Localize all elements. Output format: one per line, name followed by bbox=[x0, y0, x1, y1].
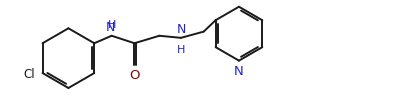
Text: H: H bbox=[108, 20, 116, 30]
Text: Cl: Cl bbox=[23, 68, 35, 81]
Text: H: H bbox=[177, 45, 185, 55]
Text: N: N bbox=[177, 23, 186, 36]
Text: N: N bbox=[234, 65, 244, 78]
Text: O: O bbox=[129, 69, 140, 82]
Text: N: N bbox=[106, 21, 115, 34]
